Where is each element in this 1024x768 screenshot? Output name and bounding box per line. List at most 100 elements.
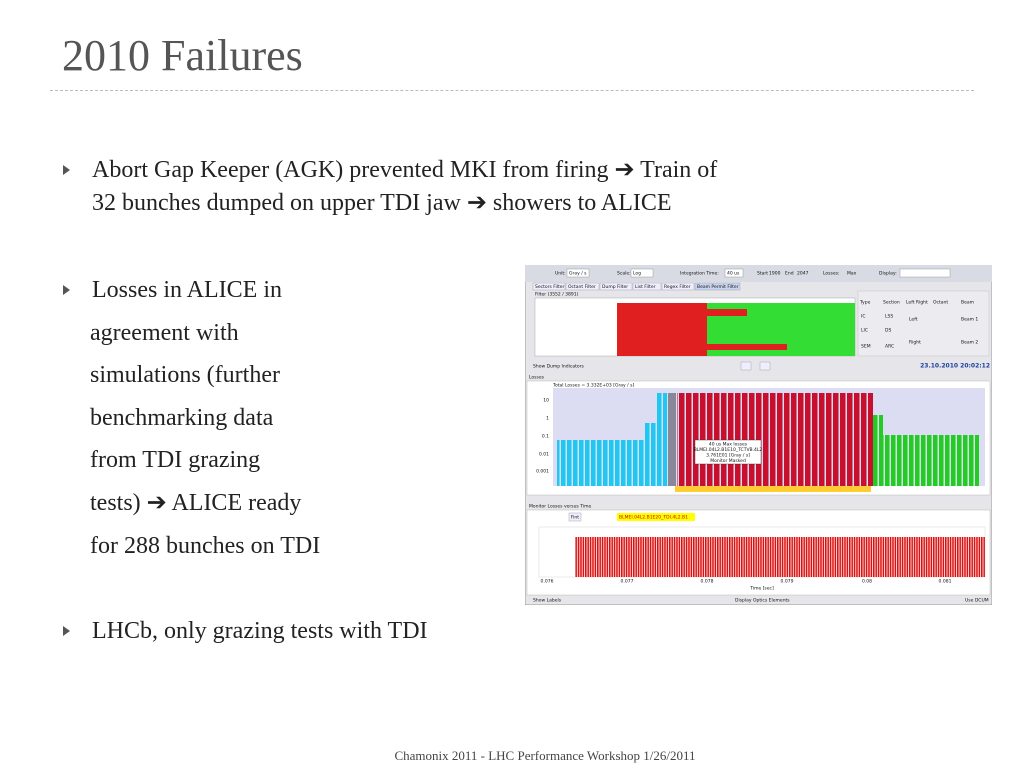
value: Log [633,271,641,277]
x-tick-label: 0.079 [781,579,794,585]
panel-title: Losses [529,375,545,381]
filter-title: Filter (3552 / 3891) [535,292,579,298]
checkbox[interactable]: Beam 2 [961,340,978,346]
red-bars [677,393,873,486]
tooltip-line: BLMEI.04L2.B1E10_TCTVB.4L2 [694,447,763,453]
footer: Chamonix 2011 - LHC Performance Workshop… [394,748,696,763]
monitor-highlight [617,513,695,521]
checkbox[interactable]: Left [909,317,918,323]
green-bars [873,415,883,486]
panel-head: Left Right [906,300,928,306]
y-tick-label: 10 [543,398,549,404]
tab[interactable] [694,282,741,291]
cells-red [707,309,747,316]
y-tick-label: 0.001 [536,469,549,475]
button[interactable] [568,512,582,522]
masked-bar [668,393,676,486]
panel-title: Monitor Losses versus Time [529,504,591,510]
checkbox[interactable]: Beam 1 [961,317,978,323]
x-tick-label: 0.081 [939,579,952,585]
tab-label: Dump Filter [602,284,628,290]
checkbox[interactable]: Right [909,340,921,346]
bullet-marker [63,626,70,636]
x-tick-label: 0.076 [541,579,554,585]
monitor-name: BLMEI.04L2.B1E20_TDI.4L2.B1 [619,515,688,521]
bullet-text: simulations (further [90,362,280,388]
blm-screenshot: Unit: Gray / s Scale: Log Integration Ti… [525,265,992,605]
x-tick-label: 0.08 [862,579,872,585]
tab-bar: Sectors Filter Octant Filter Dump Filter… [532,282,741,291]
filter-panel [857,290,990,357]
bullet-text: for 288 bunches on TDI [90,533,321,559]
nav-button[interactable] [759,361,771,371]
panel-head: Octant [933,300,948,306]
button-label: Fint [571,515,579,521]
label: Start [757,271,768,277]
cells-red [617,303,707,356]
panel-head: Type [859,300,871,306]
bullet-text: LHCb, only grazing tests with TDI [92,618,428,644]
panel-head: Section [883,300,900,306]
checkbox[interactable]: LSS [885,314,893,320]
bullet-text: tests) ➔ ALICE ready [90,490,302,516]
checkbox[interactable]: SEM [861,344,871,350]
tab[interactable] [632,282,662,291]
x-tick-label: 0.077 [621,579,634,585]
value: 1900 [769,271,781,277]
checkbox[interactable]: Use DCUM [965,598,989,604]
nav-button[interactable] [740,361,752,371]
tab[interactable] [661,282,695,291]
value: 2047 [797,271,809,277]
y-tick-label: 0.1 [542,434,549,440]
slide-title: 2010 Failures [62,31,303,80]
checkbox[interactable]: DS [885,328,891,334]
checkbox[interactable]: IC [861,314,865,320]
label: Scale: [617,271,631,277]
label: Losses: [823,271,840,277]
tooltip-line: 3.761E01 [Gray / s] [706,453,750,459]
panel-head: Beam [961,300,974,306]
checkbox[interactable]: ARC [885,344,894,350]
cells-red [707,344,787,350]
value: Max [847,271,857,277]
checkbox[interactable]: Show Dump Indicators [533,364,584,370]
tooltip [694,439,762,465]
loss-stripes [575,537,985,577]
dropdown[interactable] [630,268,654,278]
checkbox[interactable]: LIC [861,328,868,334]
cyan-bars [645,423,657,486]
dump-indicators [675,486,871,492]
bullet-text: 32 bunches dumped on upper TDI jaw ➔ sho… [92,190,672,216]
cyan-bars [657,393,667,486]
dropdown[interactable] [566,268,590,278]
y-tick-label: 1 [546,416,549,422]
y-tick-label: 0.01 [539,452,549,458]
tab[interactable] [599,282,633,291]
tooltip-line: 40 us Max losses [709,442,748,448]
dropdown[interactable] [724,268,744,278]
bullet-marker [63,285,70,295]
tab-label: Sectors Filter [535,284,565,290]
checkbox[interactable]: Display Optics Elements [735,598,790,604]
tab-label: List Filter [635,284,656,290]
tooltip-line: Monitor Masked [710,458,746,464]
x-tick-label: 0.078 [701,579,714,585]
tab[interactable] [565,282,600,291]
bullet-marker [63,165,70,175]
plot-title: Total Losses = 3.332E+03 [Gray / s] [552,383,634,389]
value: 40 us [727,271,740,277]
bullet-text: from TDI grazing [90,447,261,473]
cyan-bars [557,440,657,486]
checkbox[interactable]: Show Labels [533,598,562,604]
divider [50,90,974,91]
tab[interactable] [532,282,566,291]
label: Integration Time: [680,271,719,277]
display-field[interactable] [899,268,951,278]
value: Gray / s [569,271,587,277]
bullet-text: benchmarking data [90,405,274,431]
timestamp: 23.10.2010 20:02:12 [920,363,990,370]
green-bars [883,435,979,486]
bullet-text: agreement with [90,320,239,346]
